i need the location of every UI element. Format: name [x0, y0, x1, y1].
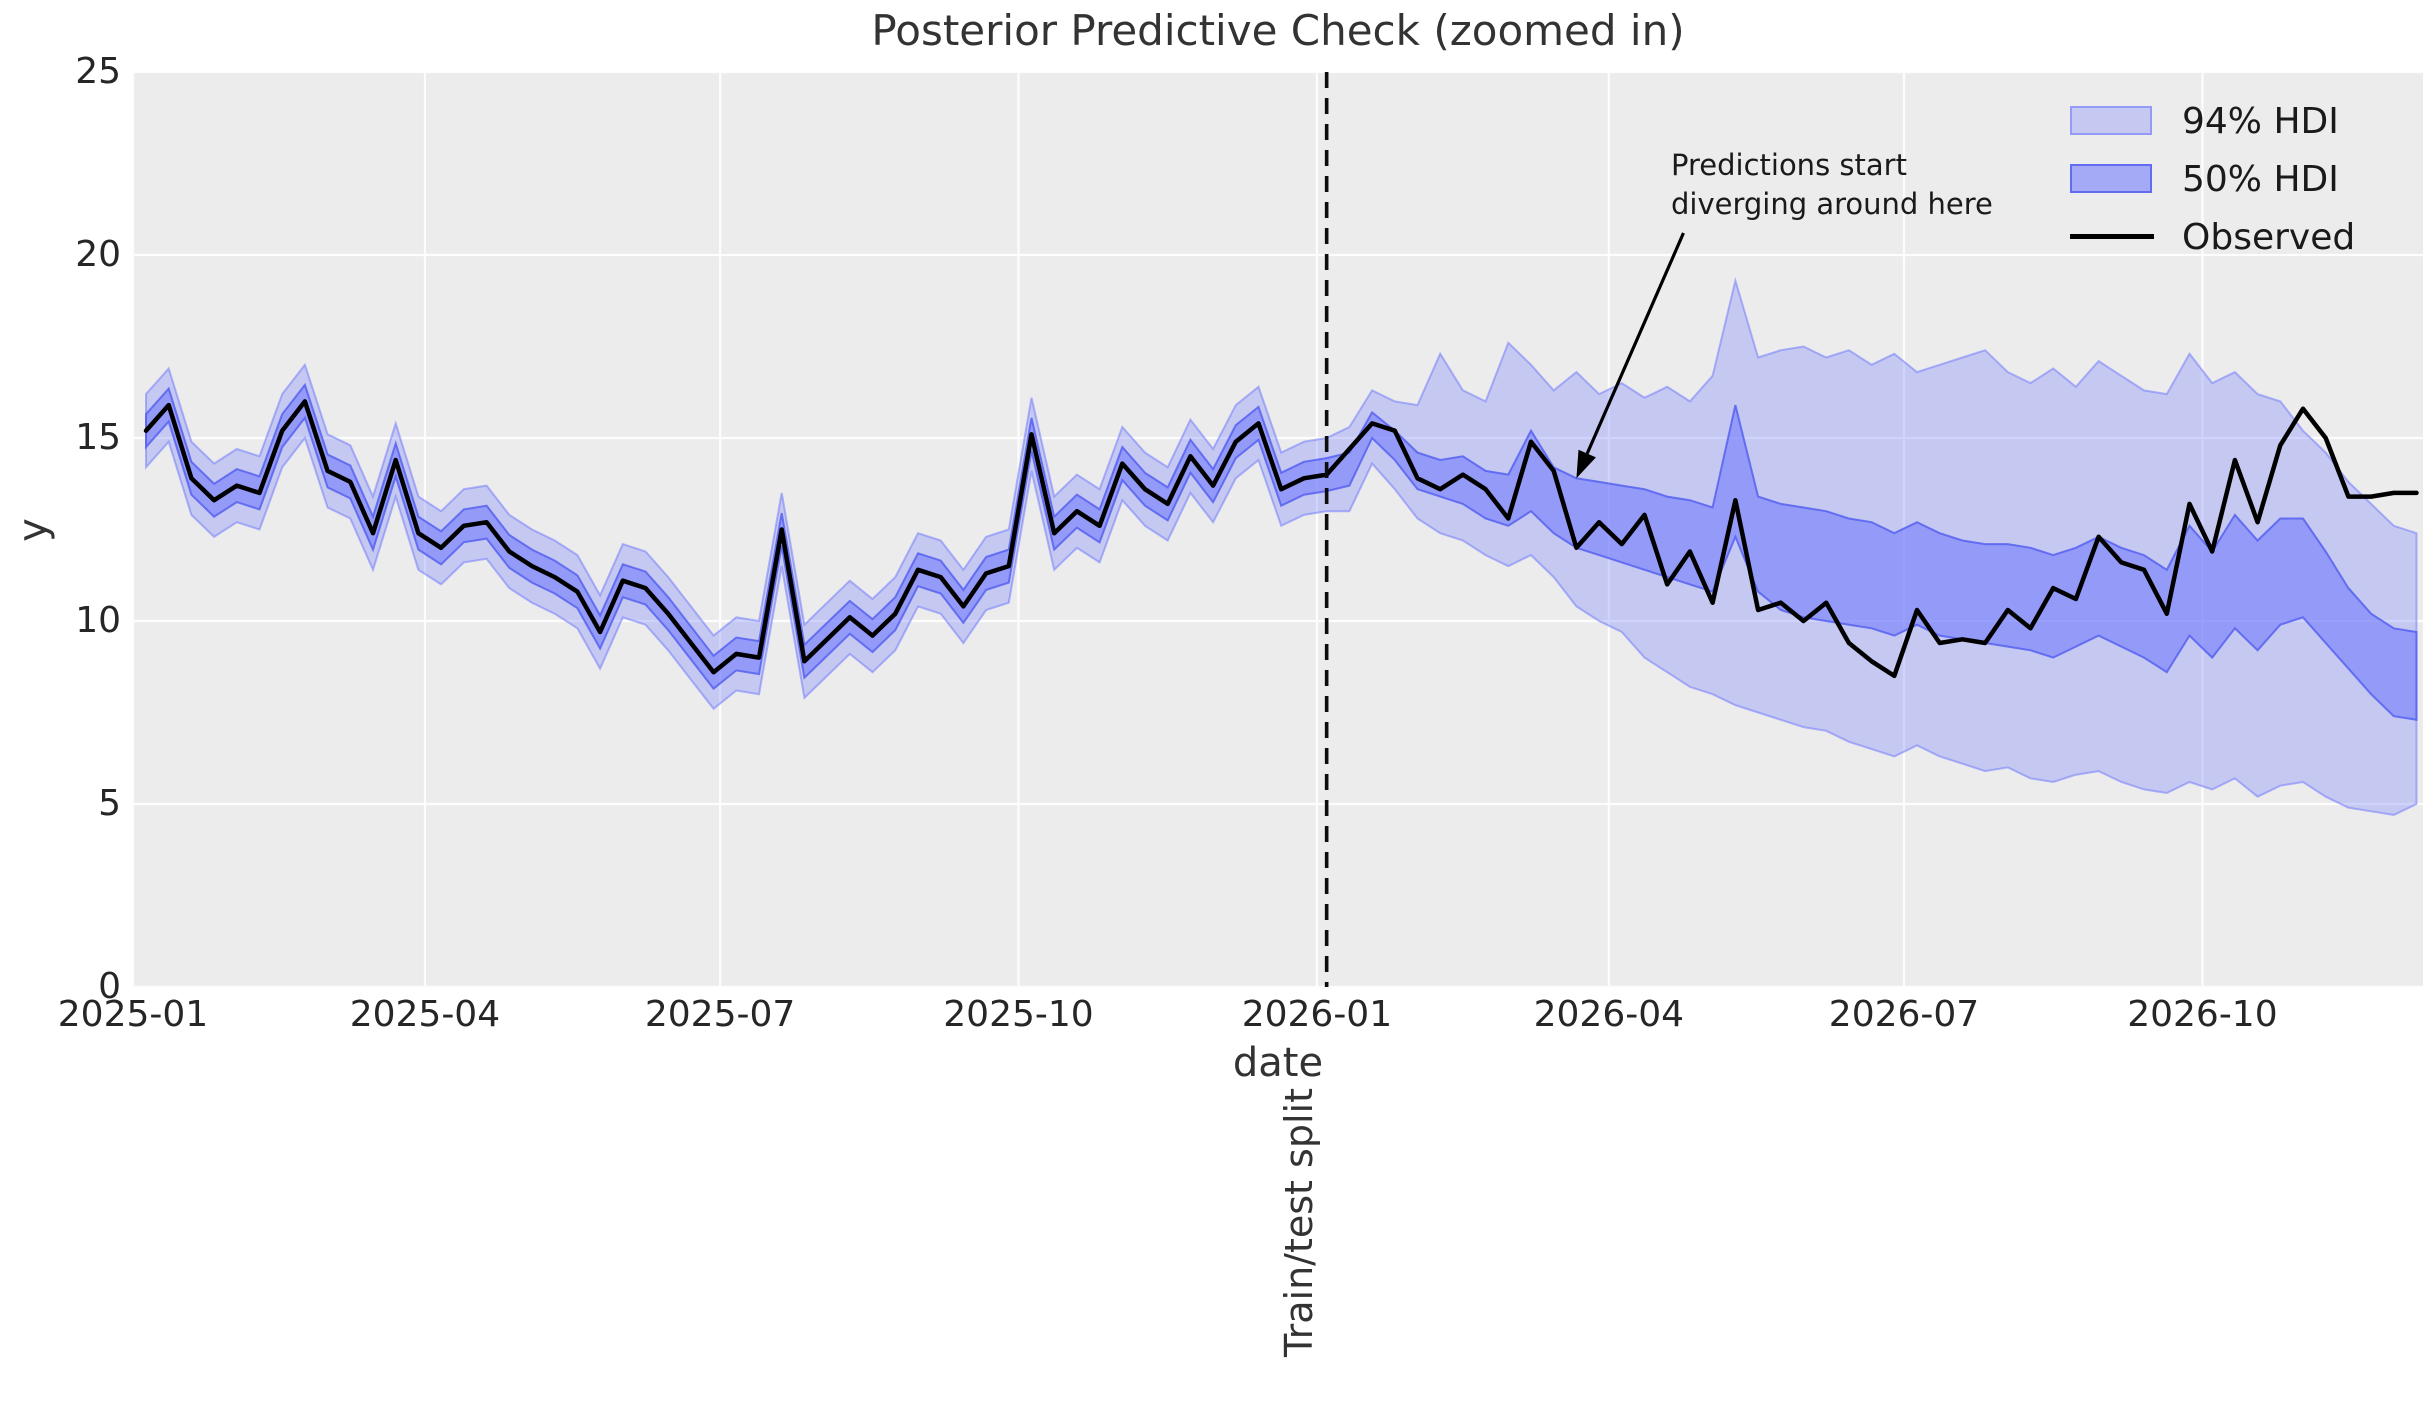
- plot-background: [133, 72, 2423, 987]
- x-tick-label: 2025-04: [349, 994, 501, 1035]
- legend-label: 94% HDI: [2182, 101, 2339, 142]
- observed-line-swatch-icon: [2070, 234, 2154, 239]
- y-tick-label: 10: [75, 600, 121, 641]
- y-tick-label: 20: [75, 234, 121, 275]
- y-tick-label: 5: [98, 783, 121, 824]
- annotation-arrow-shaft: [1585, 232, 1685, 455]
- chart-title: Posterior Predictive Check (zoomed in): [871, 6, 1685, 55]
- legend: 94% HDI 50% HDI Observed: [2060, 92, 2420, 266]
- y-axis-label: y: [10, 518, 56, 542]
- hdi50-swatch-icon: [2070, 164, 2152, 193]
- hdi94-swatch-icon: [2070, 106, 2152, 135]
- annotation-line-2: diverging around here: [1671, 187, 1993, 221]
- legend-label: Observed: [2182, 217, 2356, 258]
- y-tick-label: 25: [75, 51, 121, 92]
- x-tick-label: 2026-07: [1828, 994, 1980, 1035]
- y-tick-label: 0: [98, 966, 121, 1007]
- annotation-arrow-head: [1576, 449, 1596, 479]
- annotation-text: Predictions start diverging around here: [1671, 146, 1993, 224]
- legend-row-observed: Observed: [2060, 208, 2420, 266]
- x-tick-label: 2026-10: [2127, 994, 2278, 1035]
- legend-label: 50% HDI: [2182, 159, 2339, 200]
- hdi50-band: [145, 382, 2418, 721]
- x-tick-label: 2025-01: [57, 994, 209, 1035]
- legend-row-94-hdi: 94% HDI: [2060, 92, 2420, 150]
- train-test-split-label: Train/test split: [1277, 1088, 1321, 1357]
- x-tick-label: 2025-10: [943, 994, 1094, 1035]
- observed-line: [143, 399, 2419, 679]
- y-tick-label: 15: [75, 417, 121, 458]
- annotation-line-1: Predictions start: [1671, 148, 1907, 182]
- x-tick-label: 2026-01: [1241, 994, 1393, 1035]
- x-axis-label: date: [1232, 1040, 1324, 1086]
- x-tick-label: 2025-07: [644, 994, 796, 1035]
- x-tick-label: 2026-04: [1533, 994, 1685, 1035]
- legend-row-50-hdi: 50% HDI: [2060, 150, 2420, 208]
